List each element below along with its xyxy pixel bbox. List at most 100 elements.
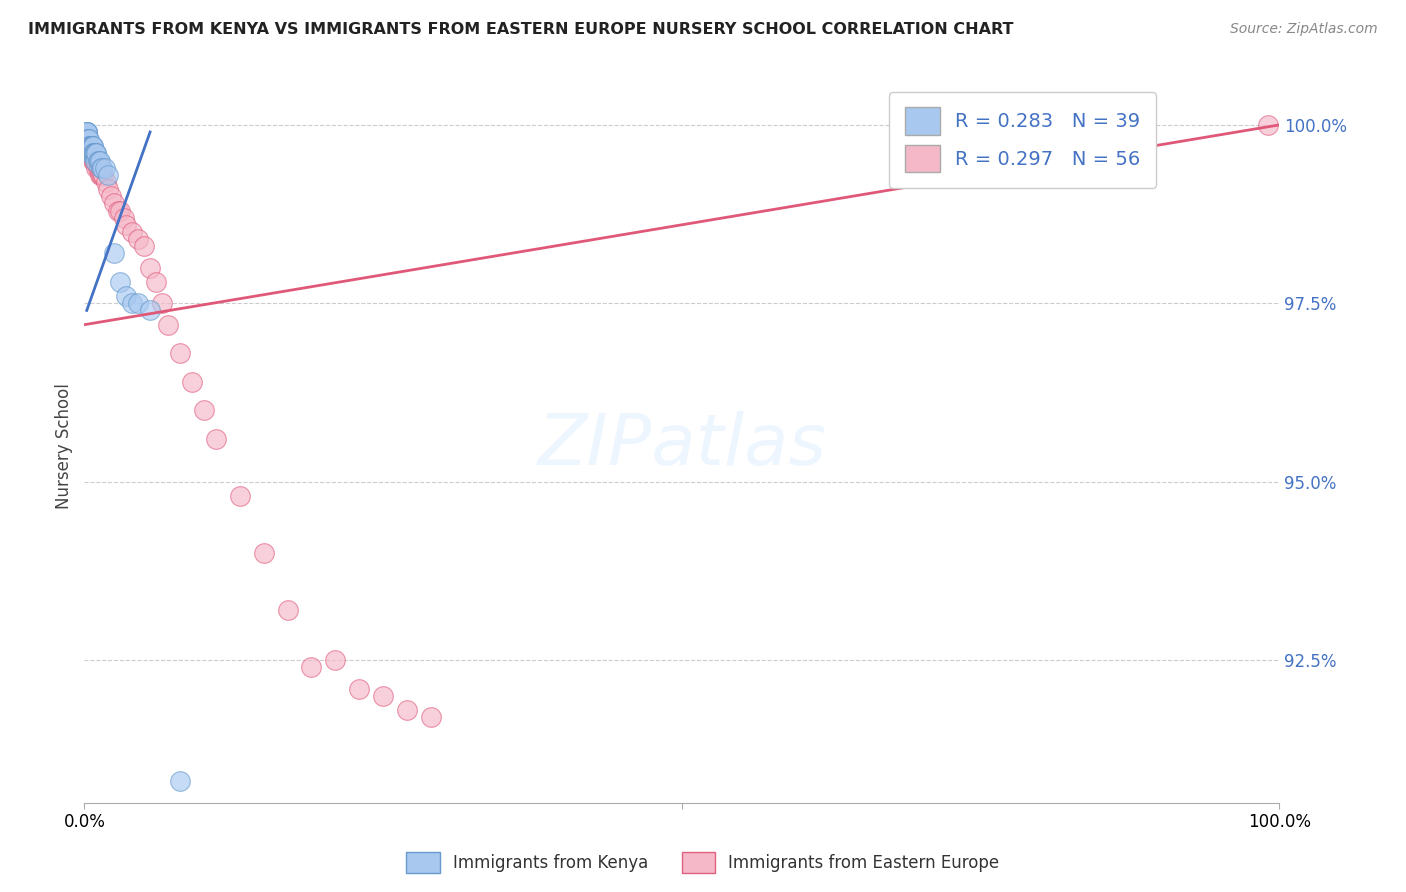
Point	[76, 125, 98, 139]
Point	[93, 161, 115, 175]
Point	[277, 603, 299, 617]
Point	[77, 132, 100, 146]
Point	[91, 161, 114, 175]
Point	[181, 375, 204, 389]
Point	[115, 289, 138, 303]
Legend: R = 0.283   N = 39, R = 0.297   N = 56: R = 0.283 N = 39, R = 0.297 N = 56	[889, 92, 1156, 187]
Point	[80, 139, 103, 153]
Point	[82, 139, 104, 153]
Point	[169, 346, 191, 360]
Point	[121, 225, 143, 239]
Point	[79, 139, 101, 153]
Point	[127, 296, 149, 310]
Point	[229, 489, 252, 503]
Point	[301, 660, 323, 674]
Point	[76, 125, 98, 139]
Point	[157, 318, 180, 332]
Point	[86, 146, 108, 161]
Point	[82, 146, 104, 161]
Point	[87, 153, 110, 168]
Text: Source: ZipAtlas.com: Source: ZipAtlas.com	[1230, 22, 1378, 37]
Point	[97, 168, 120, 182]
Point	[84, 146, 107, 161]
Point	[80, 139, 103, 153]
Point	[80, 146, 103, 161]
Point	[103, 196, 125, 211]
Point	[107, 203, 129, 218]
Point	[83, 146, 105, 161]
Point	[77, 139, 100, 153]
Point	[79, 146, 101, 161]
Point	[121, 296, 143, 310]
Point	[97, 182, 120, 196]
Point	[253, 546, 276, 560]
Point	[139, 260, 162, 275]
Point	[79, 146, 101, 161]
Point	[169, 774, 191, 789]
Point	[84, 153, 107, 168]
Point	[79, 146, 101, 161]
Point	[127, 232, 149, 246]
Point	[420, 710, 443, 724]
Point	[150, 296, 173, 310]
Point	[76, 139, 98, 153]
Point	[79, 139, 101, 153]
Point	[90, 168, 112, 182]
Point	[373, 689, 395, 703]
Point	[86, 153, 108, 168]
Point	[112, 211, 135, 225]
Point	[77, 132, 100, 146]
Point	[87, 161, 110, 175]
Point	[132, 239, 156, 253]
Point	[100, 189, 122, 203]
Point	[83, 146, 105, 161]
Point	[77, 139, 100, 153]
Point	[83, 146, 105, 161]
Point	[86, 161, 108, 175]
Point	[115, 218, 138, 232]
Point	[94, 175, 117, 189]
Point	[76, 125, 98, 139]
Point	[90, 161, 112, 175]
Point	[93, 168, 115, 182]
Point	[193, 403, 215, 417]
Point	[139, 303, 162, 318]
Point	[82, 153, 104, 168]
Point	[80, 146, 103, 161]
Point	[84, 146, 107, 161]
Legend: Immigrants from Kenya, Immigrants from Eastern Europe: Immigrants from Kenya, Immigrants from E…	[399, 846, 1007, 880]
Point	[80, 146, 103, 161]
Point	[103, 246, 125, 260]
Point	[77, 146, 100, 161]
Point	[86, 146, 108, 161]
Point	[77, 139, 100, 153]
Point	[82, 139, 104, 153]
Text: ZIPatlas: ZIPatlas	[537, 411, 827, 481]
Point	[110, 275, 132, 289]
Point	[145, 275, 167, 289]
Point	[89, 168, 111, 182]
Point	[325, 653, 347, 667]
Point	[1257, 118, 1279, 132]
Point	[86, 161, 108, 175]
Point	[79, 139, 101, 153]
Point	[349, 681, 371, 696]
Point	[83, 153, 105, 168]
Point	[89, 153, 111, 168]
Point	[76, 125, 98, 139]
Point	[79, 139, 101, 153]
Point	[77, 132, 100, 146]
Text: IMMIGRANTS FROM KENYA VS IMMIGRANTS FROM EASTERN EUROPE NURSERY SCHOOL CORRELATI: IMMIGRANTS FROM KENYA VS IMMIGRANTS FROM…	[28, 22, 1014, 37]
Point	[110, 203, 132, 218]
Point	[91, 168, 114, 182]
Point	[82, 146, 104, 161]
Point	[77, 132, 100, 146]
Point	[77, 146, 100, 161]
Point	[205, 432, 228, 446]
Point	[80, 139, 103, 153]
Point	[396, 703, 419, 717]
Point	[86, 153, 108, 168]
Y-axis label: Nursery School: Nursery School	[55, 383, 73, 509]
Point	[82, 146, 104, 161]
Point	[77, 139, 100, 153]
